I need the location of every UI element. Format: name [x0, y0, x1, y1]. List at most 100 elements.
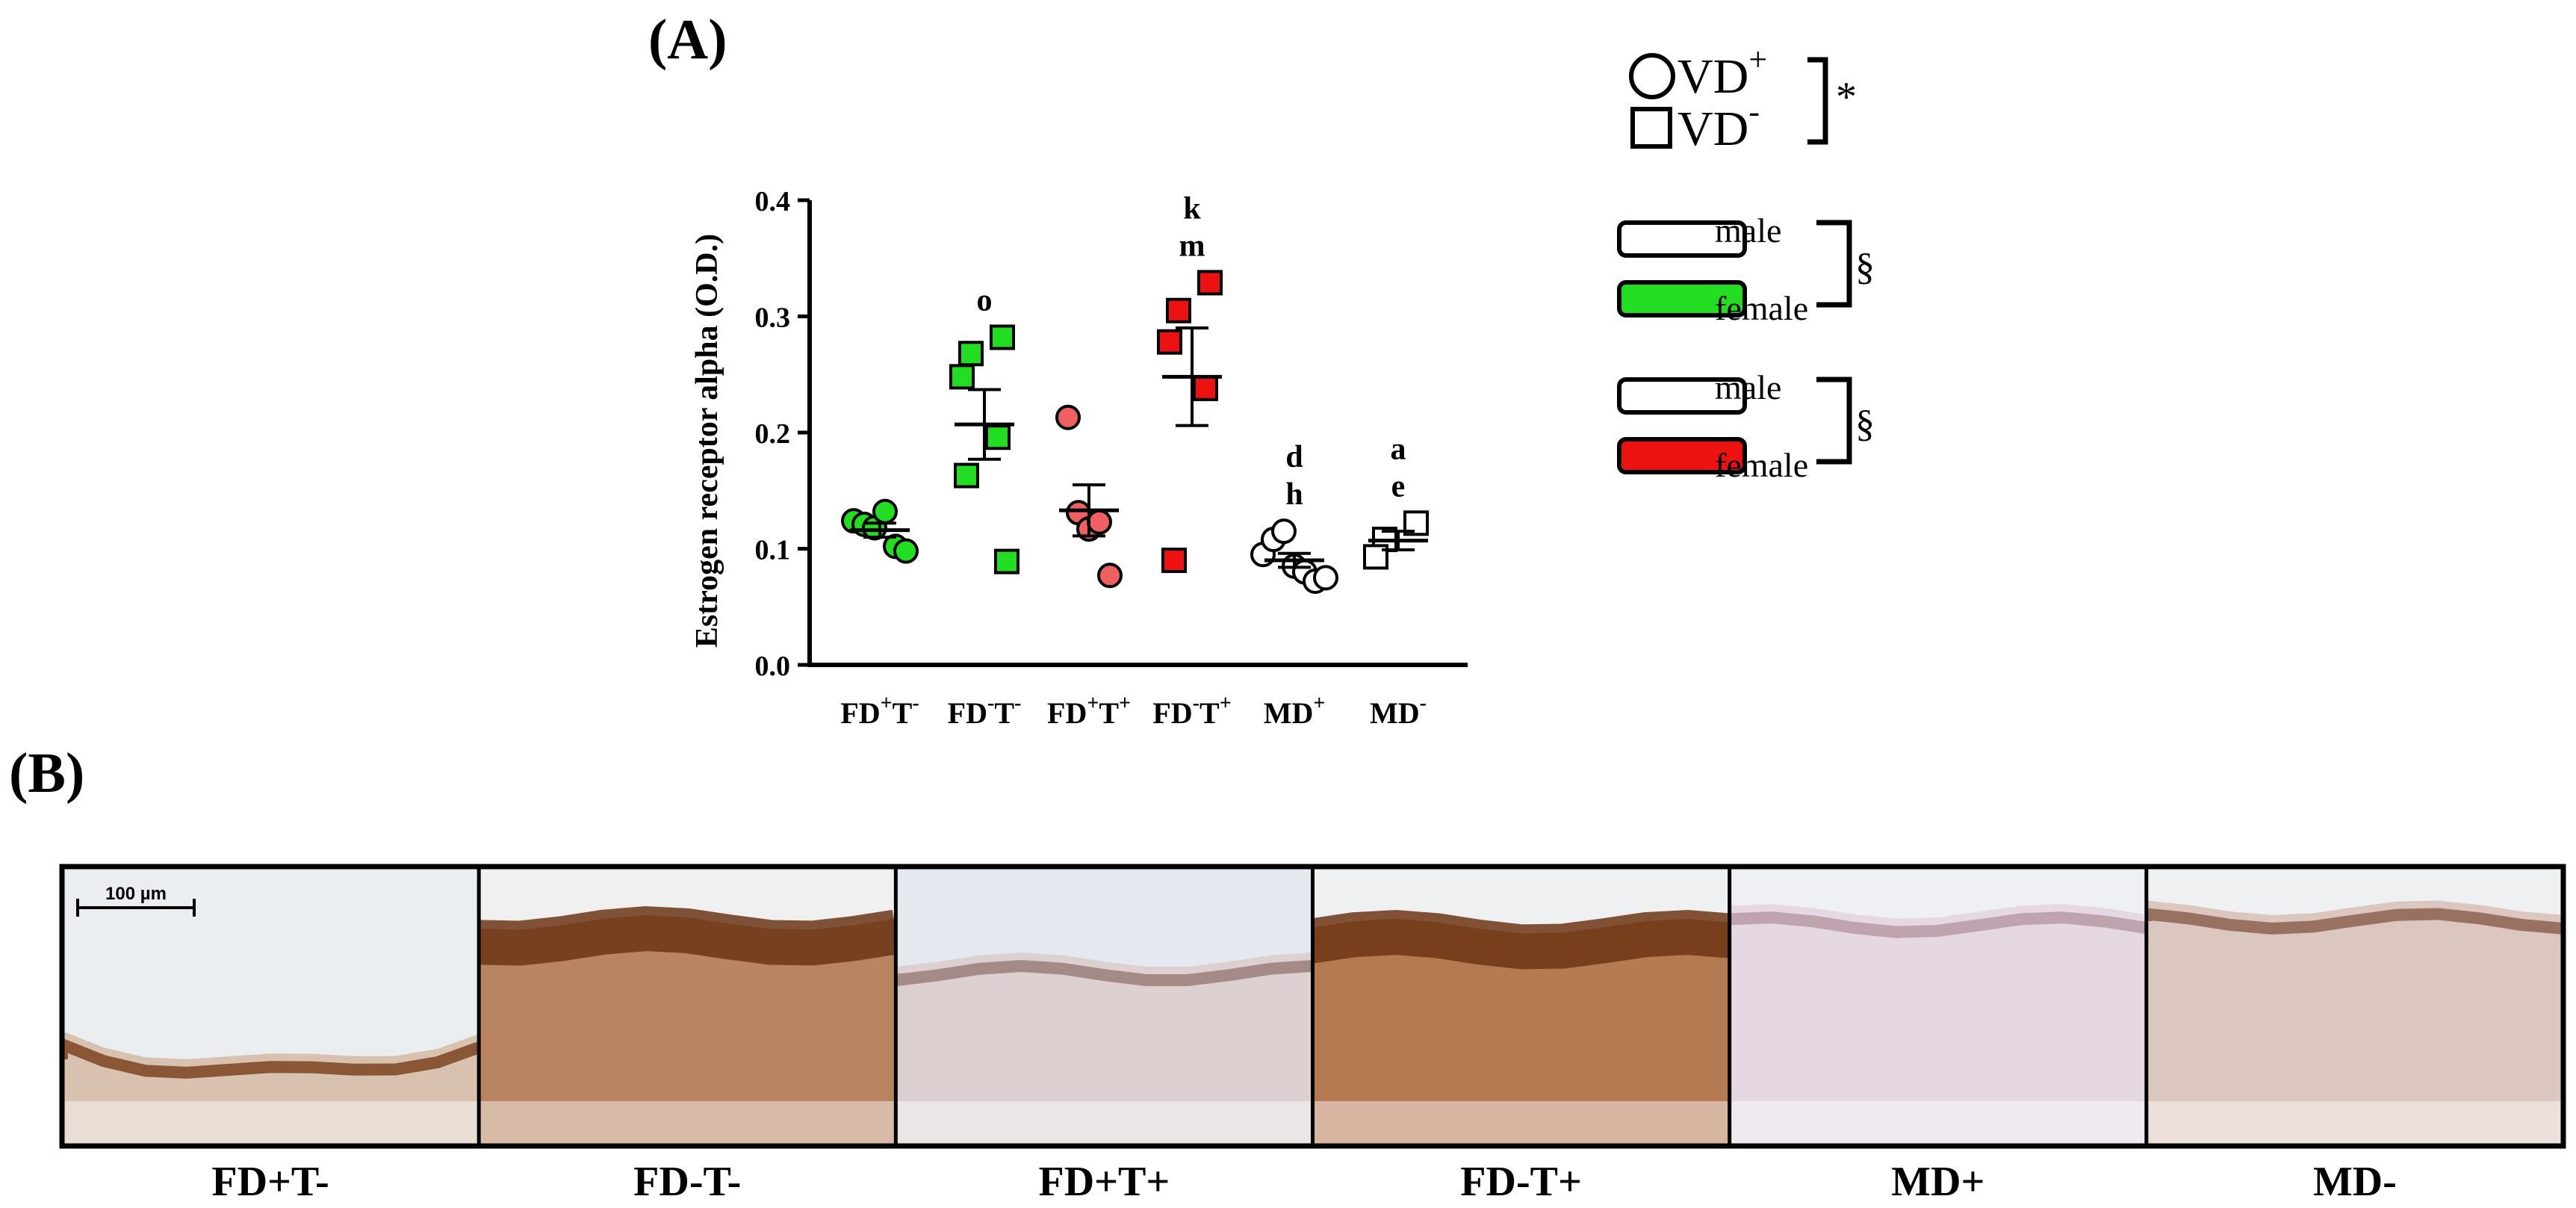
- micrograph-tile: [479, 867, 896, 1146]
- legend-label: male: [1715, 211, 1781, 250]
- strip-border: [59, 864, 2566, 1149]
- data-point: [1166, 297, 1191, 323]
- x-tick-sup: -: [1014, 692, 1021, 715]
- x-tick-label: MD+: [1264, 692, 1326, 730]
- y-tick-label: 0.1: [755, 535, 791, 566]
- data-point: [1157, 329, 1182, 355]
- tissue-layer: [1729, 904, 2147, 1146]
- legend-label: female: [1715, 289, 1808, 327]
- x-tick-mid: T: [1199, 696, 1220, 730]
- significance-letter: k: [1183, 191, 1201, 226]
- data-point: [872, 498, 898, 524]
- x-tick-sup: +: [881, 692, 893, 715]
- legend-swatch: [1617, 280, 1747, 318]
- x-tick-label: FD-T+: [1152, 692, 1231, 730]
- y-tick-label: 0.3: [755, 303, 791, 334]
- significance-letter: h: [1285, 477, 1303, 512]
- y-tick-label: 0.4: [755, 186, 791, 217]
- tissue-fade: [2146, 1101, 2563, 1146]
- tissue-band: [479, 905, 896, 966]
- significance-letter: e: [1391, 469, 1406, 504]
- data-point: [1193, 375, 1218, 401]
- micrograph-label: FD-T+: [1460, 1159, 1582, 1205]
- tissue-fade: [479, 1101, 896, 1146]
- x-tick-base: FD: [1047, 696, 1087, 730]
- legend-label: female: [1715, 446, 1808, 484]
- tissue-layer: [2146, 900, 2563, 1146]
- panel-b-label: (B): [9, 742, 84, 805]
- scale-bar-label: 100 µm: [105, 884, 167, 904]
- data-point: [994, 548, 1019, 574]
- micrograph-tile: [62, 867, 479, 1146]
- data-point: [954, 462, 979, 489]
- tissue-fade: [896, 1101, 1313, 1146]
- tissue-layer: [1312, 919, 1730, 1146]
- tissue-band: [1312, 909, 1730, 970]
- y-tick-label: 0.2: [755, 418, 791, 450]
- group-fdmtm: o: [949, 283, 1019, 574]
- micrograph-label: MD+: [1891, 1159, 1984, 1205]
- x-tick-group: FD+T- FD-T- FD+T+ FD-T+ MD+ MD-: [840, 692, 1427, 730]
- legend-square-icon: [1630, 107, 1672, 149]
- x-tick-sup: -: [987, 692, 994, 715]
- data-point: [1271, 518, 1297, 545]
- legend-swatch: [1617, 437, 1747, 474]
- micrograph-label: FD+T+: [1039, 1159, 1170, 1205]
- significance-letter: a: [1391, 432, 1406, 466]
- data-point: [958, 341, 984, 367]
- legend-sex-significance: §: [1855, 246, 1875, 288]
- data-point: [1055, 404, 1081, 430]
- legend-sex-bracket: [1816, 377, 1852, 465]
- tissue-fade: [1729, 1101, 2147, 1146]
- x-tick-sup: -: [912, 692, 919, 715]
- data-point: [1087, 509, 1112, 535]
- group-fdmtp: mk: [1157, 191, 1223, 574]
- y-axis-label: Estrogen receptor alpha (O.D.): [690, 234, 724, 648]
- micrograph-tile: [1729, 867, 2147, 1146]
- micrograph-label: FD+T-: [211, 1159, 329, 1205]
- micrograph-tile: [896, 867, 1313, 1146]
- x-tick-base: MD: [1370, 696, 1420, 730]
- micrograph-label: FD-T-: [633, 1159, 741, 1205]
- x-tick-label: MD-: [1370, 692, 1427, 730]
- y-tick-label: 0.0: [755, 651, 791, 682]
- x-tick-mid: T: [994, 696, 1014, 730]
- significance-letter: m: [1179, 229, 1205, 263]
- data-point: [1313, 565, 1338, 591]
- legend-circle-icon: [1629, 53, 1675, 99]
- x-tick-sup: -: [1193, 692, 1199, 715]
- data-point: [1197, 270, 1223, 296]
- data-point: [949, 364, 975, 390]
- x-tick-base: MD: [1264, 696, 1314, 730]
- legend-shape-label: VD-: [1677, 93, 1760, 156]
- group-mdm: ea: [1363, 432, 1429, 570]
- legend-swatch: [1617, 377, 1747, 415]
- tissue-fade: [1312, 1101, 1730, 1146]
- x-tick-sup: +: [1119, 692, 1131, 715]
- tissue-layer: [62, 1031, 479, 1146]
- group-mdp: hd: [1250, 440, 1338, 595]
- tissue-fade: [62, 1101, 479, 1146]
- micrograph-strip: FD+T- FD-T- FD+T+ FD-T+ MD+ MD- 100 µm: [59, 864, 2566, 1205]
- tissue-band: [1729, 911, 2147, 938]
- legend-swatch: [1617, 220, 1747, 258]
- data-point: [893, 538, 919, 564]
- legend-shape-sup: +: [1748, 41, 1767, 78]
- x-tick-sup: +: [1313, 692, 1325, 715]
- x-tick-base: FD: [840, 696, 880, 730]
- data-point: [1161, 548, 1187, 574]
- y-tick-group: 0.0 0.1 0.2 0.3 0.4: [755, 186, 810, 682]
- legend-sex-bracket: [1816, 220, 1852, 308]
- tissue-layer: [896, 953, 1313, 1146]
- x-tick-sup: +: [1087, 692, 1099, 715]
- tissue-band: [62, 1038, 479, 1079]
- x-tick-base: FD: [948, 696, 987, 730]
- x-tick-sup: +: [1220, 692, 1232, 715]
- legend-label: male: [1715, 368, 1781, 406]
- x-tick-sup: -: [1420, 692, 1427, 715]
- data-point: [985, 424, 1011, 450]
- x-tick-label: FD+T-: [840, 692, 919, 730]
- micrograph-tile: [1312, 867, 1730, 1146]
